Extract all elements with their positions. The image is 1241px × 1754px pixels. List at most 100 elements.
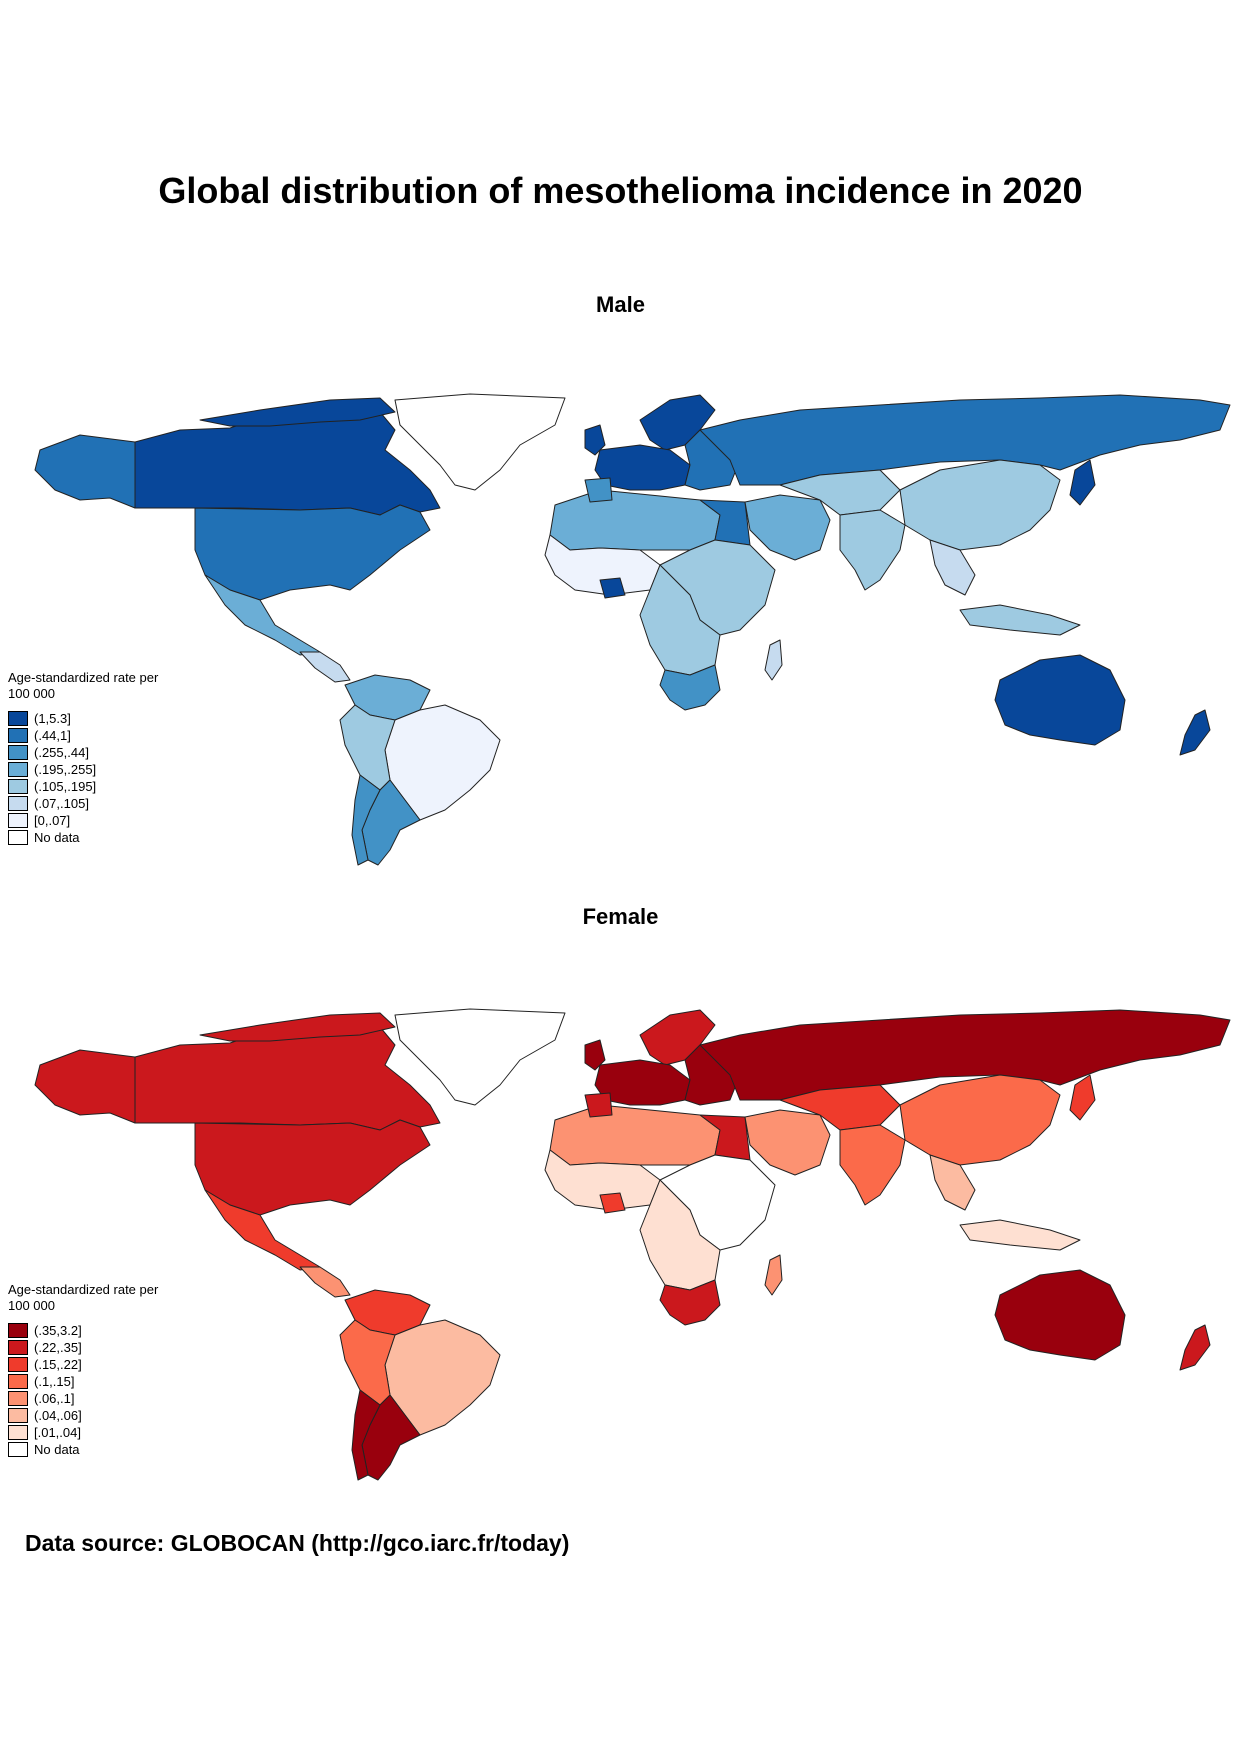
iberia [584,1092,613,1118]
indonesia [959,1219,1081,1251]
legend-item: No data [8,829,168,846]
legend-swatch [8,796,28,811]
female-subtitle: Female [582,904,659,929]
legend-item: [0,.07] [8,812,168,829]
legend-item: (.06,.1] [8,1390,168,1407]
japan [1069,1074,1096,1121]
western-europe [594,444,691,491]
legend-label: (.06,.1] [34,1391,75,1406]
greenland [394,393,566,491]
legend-label: [.01,.04] [34,1425,81,1440]
ivory-coast [599,577,626,599]
male-subtitle: Male [596,292,645,317]
central-america [299,1266,351,1298]
western-europe [594,1059,691,1106]
legend-label: (.44,1] [34,728,71,743]
legend-item: (.07,.105] [8,795,168,812]
madagascar [764,1254,783,1296]
legend-item: (1,5.3] [8,710,168,727]
legend-item: (.04,.06] [8,1407,168,1424]
australia [994,1269,1126,1361]
japan [1069,459,1096,506]
southeast-asia [929,1154,976,1211]
north-africa [549,1104,721,1166]
legend-item: (.1,.15] [8,1373,168,1390]
australia [994,654,1126,746]
chile [351,774,381,866]
legend-swatch [8,1357,28,1372]
new-zealand [1179,709,1211,756]
legend-label: (.255,.44] [34,745,89,760]
legend-swatch [8,1442,28,1457]
legend-swatch [8,1408,28,1423]
madagascar [764,639,783,681]
chile [351,1389,381,1481]
legend-label: (1,5.3] [34,711,71,726]
legend-item: (.255,.44] [8,744,168,761]
iberia [584,477,613,503]
legend-item: (.44,1] [8,727,168,744]
central-america [299,651,351,683]
legend-item: (.15,.22] [8,1356,168,1373]
middle-east [744,494,831,561]
legend-label: (.07,.105] [34,796,89,811]
canada-islands [199,1012,396,1042]
legend-label: No data [34,830,80,845]
figure-title: Global distribution of mesothelioma inci… [158,170,1083,211]
southern-africa [659,1279,721,1326]
legend-label: (.1,.15] [34,1374,75,1389]
female-legend-title: Age-standardized rate per 100 000 [8,1282,159,1313]
southeast-asia [929,539,976,596]
new-zealand [1179,1324,1211,1371]
female-world-map [34,1008,1231,1481]
legend-item: (.35,3.2] [8,1322,168,1339]
legend-swatch [8,745,28,760]
legend-swatch [8,1374,28,1389]
india [839,509,906,591]
legend-swatch [8,779,28,794]
middle-east [744,1109,831,1176]
data-source: Data source: GLOBOCAN (http://gco.iarc.f… [25,1530,570,1556]
legend-label: No data [34,1442,80,1457]
north-africa [549,489,721,551]
greenland [394,1008,566,1106]
legend-swatch [8,762,28,777]
legend-swatch [8,1425,28,1440]
canada-islands [199,397,396,427]
canada [134,409,441,516]
uk [584,1039,606,1071]
legend-swatch [8,711,28,726]
usa [194,504,431,601]
legend-label: (.04,.06] [34,1408,82,1423]
legend-swatch [8,1323,28,1338]
legend-item: (.22,.35] [8,1339,168,1356]
china [899,459,1061,551]
female-legend: Age-standardized rate per 100 000 (.35,3… [8,1282,168,1458]
male-legend-title: Age-standardized rate per 100 000 [8,670,159,701]
legend-swatch [8,1391,28,1406]
indonesia [959,604,1081,636]
legend-label: (.195,.255] [34,762,97,777]
legend-swatch [8,830,28,845]
legend-swatch [8,813,28,828]
legend-label: (.22,.35] [34,1340,82,1355]
southern-africa [659,664,721,711]
legend-label: (.35,3.2] [34,1323,82,1338]
legend-label: (.105,.195] [34,779,97,794]
legend-label: (.15,.22] [34,1357,82,1372]
alaska [34,434,136,509]
canada [134,1024,441,1131]
central-asia [779,1084,901,1131]
legend-swatch [8,728,28,743]
legend-item: No data [8,1441,168,1458]
uk [584,424,606,456]
legend-item: (.195,.255] [8,761,168,778]
legend-item: [.01,.04] [8,1424,168,1441]
male-world-map [34,393,1231,866]
legend-label: [0,.07] [34,813,71,828]
india [839,1124,906,1206]
usa [194,1119,431,1216]
male-legend: Age-standardized rate per 100 000 (1,5.3… [8,670,168,846]
ivory-coast [599,1192,626,1214]
alaska [34,1049,136,1124]
